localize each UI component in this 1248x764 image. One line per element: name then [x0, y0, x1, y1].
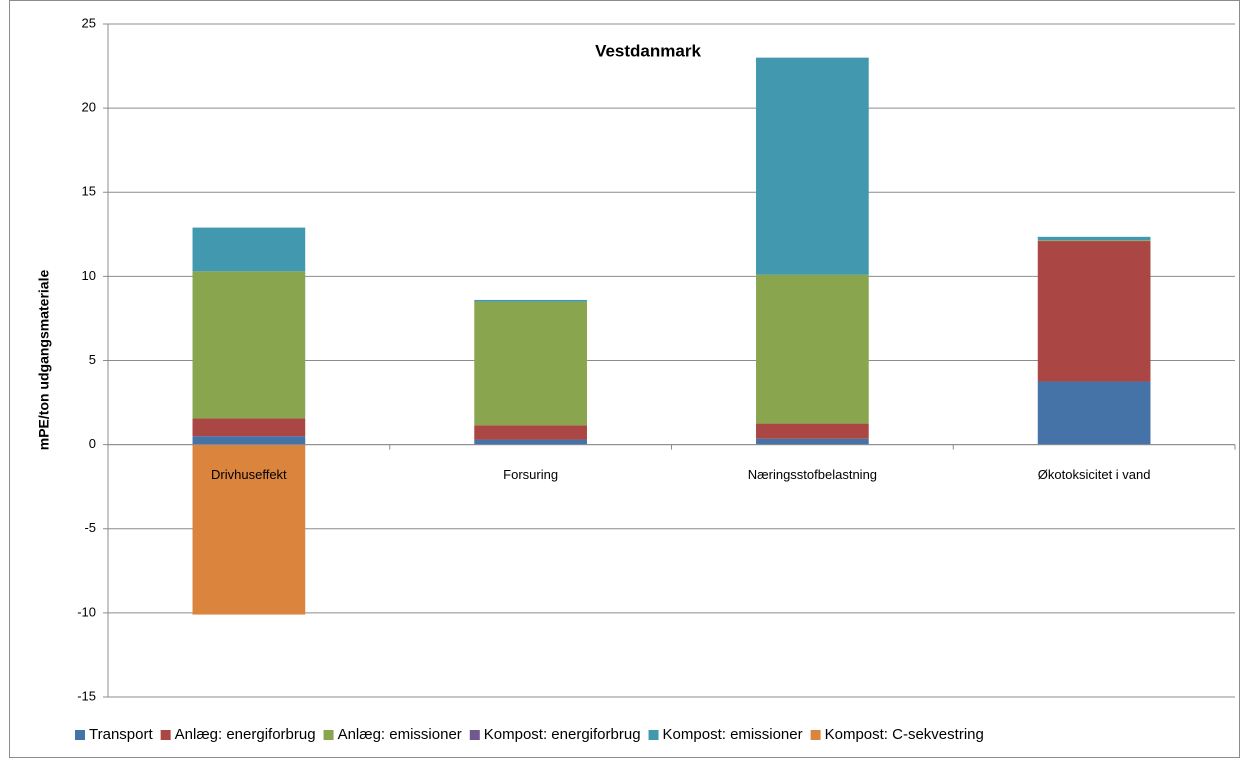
legend-swatch — [469, 730, 480, 740]
legend-swatch — [160, 730, 171, 740]
x-tick-label: Drivhuseffekt — [211, 467, 287, 482]
bar-segment — [474, 301, 587, 426]
bar-segment — [1037, 236, 1151, 241]
x-tick-label: Næringsstofbelastning — [748, 467, 877, 482]
bar-segment — [474, 299, 587, 302]
y-tick-label: 20 — [82, 100, 96, 115]
bar-segment — [192, 227, 306, 272]
y-tick-label: 5 — [89, 352, 96, 367]
bar-segment — [192, 271, 306, 419]
bar-segment — [1037, 381, 1151, 445]
bar-segment — [1037, 241, 1151, 382]
legend-swatch — [75, 730, 85, 740]
x-tick-label: Økotoksicitet i vand — [1038, 467, 1151, 482]
bar-segment — [474, 439, 587, 445]
legend-label: Kompost: energiforbrug — [484, 726, 641, 743]
y-tick-label: 0 — [89, 436, 96, 451]
bar-segment — [192, 418, 306, 437]
bar-segment — [192, 436, 306, 445]
y-tick-label: 10 — [82, 268, 96, 283]
legend-label: Kompost: C-sekvestring — [825, 726, 984, 743]
bar-segment — [756, 438, 869, 445]
chart-title: Vestdanmark — [595, 41, 701, 60]
legend-label: Anlæg: energiforbrug — [175, 726, 316, 743]
bar-segment — [1037, 240, 1151, 242]
x-tick-label: Forsuring — [503, 467, 558, 482]
legend-label: Kompost: emissioner — [663, 726, 803, 743]
bar-segment — [474, 425, 587, 440]
y-tick-label: 25 — [82, 15, 96, 30]
legend-swatch — [810, 730, 821, 740]
legend-swatch — [648, 730, 659, 740]
y-tick-label: -15 — [77, 688, 96, 703]
bar-segment — [756, 274, 869, 424]
bar-segment — [756, 57, 869, 275]
y-tick-label: -5 — [84, 520, 96, 535]
y-tick-label: 15 — [82, 184, 96, 199]
bar-segment — [192, 444, 306, 615]
legend-swatch — [323, 730, 334, 740]
y-axis-title: mPE/ton udgangsmateriale — [36, 270, 52, 451]
legend-label: Transport — [89, 726, 153, 743]
legend-label: Anlæg: emissioner — [338, 726, 462, 743]
bar-segment — [756, 423, 869, 439]
y-tick-label: -10 — [77, 604, 96, 619]
